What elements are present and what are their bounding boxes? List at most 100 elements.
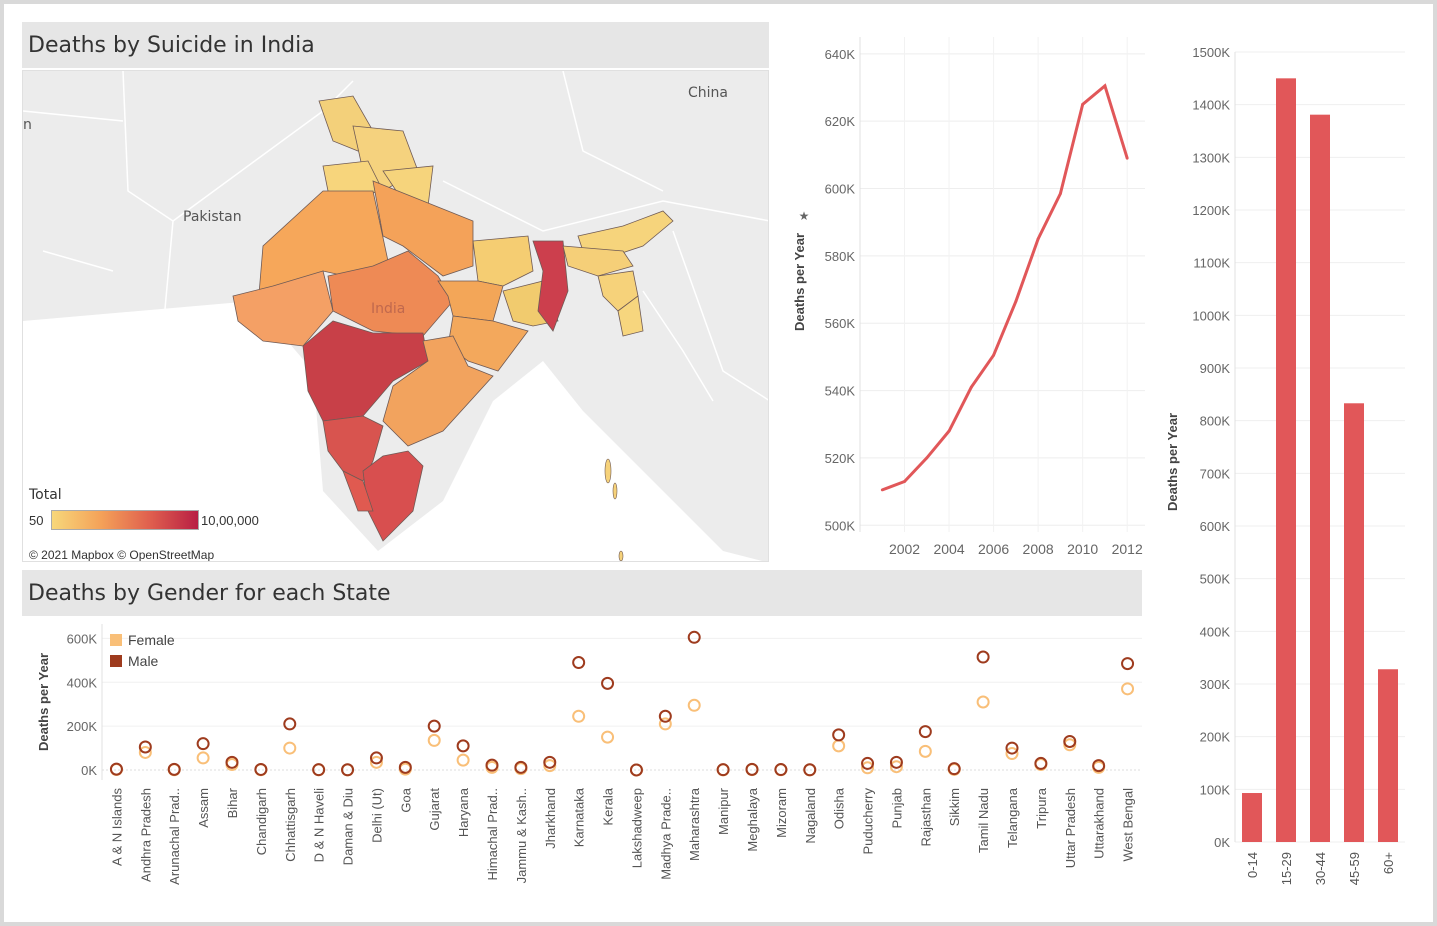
gender-category-label: Rajasthan — [918, 788, 933, 847]
trend-point — [1058, 192, 1062, 195]
gender-category-label: Puducherry — [861, 788, 876, 855]
gender-point-male — [1121, 657, 1135, 671]
trend-point — [992, 353, 995, 357]
legend-title: Total — [29, 487, 62, 503]
age-ytick-label: 600K — [1200, 519, 1231, 534]
trend-point — [880, 488, 884, 492]
gender-point-male — [861, 756, 875, 770]
china-label: China — [688, 85, 728, 101]
map-attribution[interactable]: © 2021 Mapbox © OpenStreetMap — [29, 548, 215, 562]
age-category-label: 45-59 — [1347, 852, 1362, 885]
gender-point-male — [1092, 759, 1106, 773]
gender-category-label: Himachal Prad.. — [485, 788, 500, 880]
gender-category-label: Delhi (Ut) — [369, 788, 384, 843]
trend-point — [969, 385, 973, 389]
age-ytick-label: 0K — [1214, 835, 1230, 850]
sea-area — [23, 301, 763, 561]
gender-point-male — [1063, 734, 1077, 748]
gender-point-male — [341, 763, 355, 777]
gender-point-female — [427, 733, 441, 747]
age-ytick-label: 700K — [1200, 466, 1231, 481]
gender-category-label: D & N Haveli — [312, 788, 327, 863]
india-map[interactable]: China Pakistan India n Total 50 10,00,00… — [22, 70, 769, 562]
gender-category-label: Chhattisgarh — [283, 788, 298, 862]
gender-category-label: Uttarakhand — [1092, 788, 1107, 859]
color-legend-bar — [51, 510, 199, 530]
gender-point-male — [889, 755, 903, 769]
gender-category-label: Andhra Pradesh — [138, 788, 153, 882]
age-ytick-label: 1300K — [1192, 150, 1230, 165]
gender-legend-swatch — [110, 655, 122, 667]
gender-point-female — [138, 745, 152, 759]
gender-category-label: Jammu & Kash.. — [514, 788, 529, 883]
gender-category-label: Haryana — [456, 787, 471, 837]
gender-point-male — [138, 740, 152, 754]
gender-scatter-chart[interactable]: 0K 200K 400K 600K Deaths per Year A & N Islan… — [22, 620, 1147, 910]
trend-line-chart[interactable]: 500K 520K 540K 560K 580K 600K 620K 640K 2002 2004… — [780, 22, 1150, 570]
gender-category-label: Manipur — [716, 787, 731, 835]
trend-xtick-label: 2006 — [978, 541, 1009, 557]
age-ytick-label: 500K — [1200, 572, 1231, 587]
gender-point-female — [572, 709, 586, 723]
trend-point — [925, 456, 929, 460]
trend-xtick-label: 2004 — [933, 541, 964, 557]
gender-ytick-label: 0K — [81, 763, 97, 778]
pin-icon: ★ — [799, 209, 810, 223]
trend-ytick-label: 640K — [825, 47, 856, 62]
india-states — [232, 95, 674, 542]
india-label: India — [371, 301, 406, 317]
trend-ytick-label: 600K — [825, 182, 856, 197]
gender-point-male — [1005, 741, 1019, 755]
age-category-label: 60+ — [1381, 852, 1396, 874]
age-bar — [1242, 793, 1262, 842]
gender-category-label: Lakshadweep — [629, 788, 644, 868]
gender-category-label: Kerala — [601, 787, 616, 825]
gender-category-label: Odisha — [832, 787, 847, 829]
gender-point-female — [283, 741, 297, 755]
gender-point-female — [687, 698, 701, 712]
age-ytick-label: 300K — [1200, 677, 1231, 692]
gender-point-male — [312, 763, 326, 777]
gender-category-label: Sikkim — [947, 788, 962, 826]
gender-y-axis-title: Deaths per Year — [36, 653, 51, 751]
trend-ytick-label: 620K — [825, 114, 856, 129]
gender-point-male — [398, 760, 412, 774]
gender-point-male — [832, 728, 846, 742]
gender-point-female — [456, 753, 470, 767]
age-category-label: 30-44 — [1313, 852, 1328, 885]
gender-category-label: Bihar — [225, 787, 240, 818]
age-ytick-label: 1000K — [1192, 308, 1230, 323]
gender-category-label: Nagaland — [803, 788, 818, 844]
age-bar-chart[interactable]: 0K 100K 200K 300K 400K 500K 600K 700K 800K 900K 10… — [1155, 22, 1425, 902]
gender-point-male — [976, 650, 990, 664]
trend-ytick-label: 560K — [825, 316, 856, 331]
gender-category-label: A & N Islands — [109, 788, 124, 867]
gender-point-female — [658, 717, 672, 731]
gender-point-female — [889, 760, 903, 774]
gender-point-male — [109, 762, 123, 776]
legend-max: 10,00,000 — [201, 513, 259, 528]
gender-point-female — [861, 761, 875, 775]
gender-point-male — [687, 630, 701, 644]
gender-point-female — [196, 751, 210, 765]
trend-xtick-label: 2010 — [1067, 541, 1098, 557]
gender-category-label: Uttar Pradesh — [1063, 788, 1078, 868]
gender-point-female — [832, 739, 846, 753]
gender-point-female — [601, 730, 615, 744]
edge-label: n — [23, 117, 32, 133]
gender-point-male — [167, 762, 181, 776]
gender-point-male — [1034, 756, 1048, 770]
gender-point-male — [427, 719, 441, 733]
gender-point-male — [601, 676, 615, 690]
gender-category-label: Goa — [398, 787, 413, 812]
age-ytick-label: 100K — [1200, 782, 1231, 797]
gender-point-male — [947, 762, 961, 776]
gender-ytick-label: 600K — [67, 631, 98, 646]
gender-category-label: Meghalaya — [745, 787, 760, 851]
age-ytick-label: 800K — [1200, 414, 1231, 429]
gender-point-male — [225, 755, 239, 769]
age-ytick-label: 1100K — [1193, 256, 1230, 271]
trend-point — [1103, 84, 1107, 88]
age-ytick-label: 200K — [1200, 730, 1231, 745]
gender-point-male — [745, 762, 759, 776]
